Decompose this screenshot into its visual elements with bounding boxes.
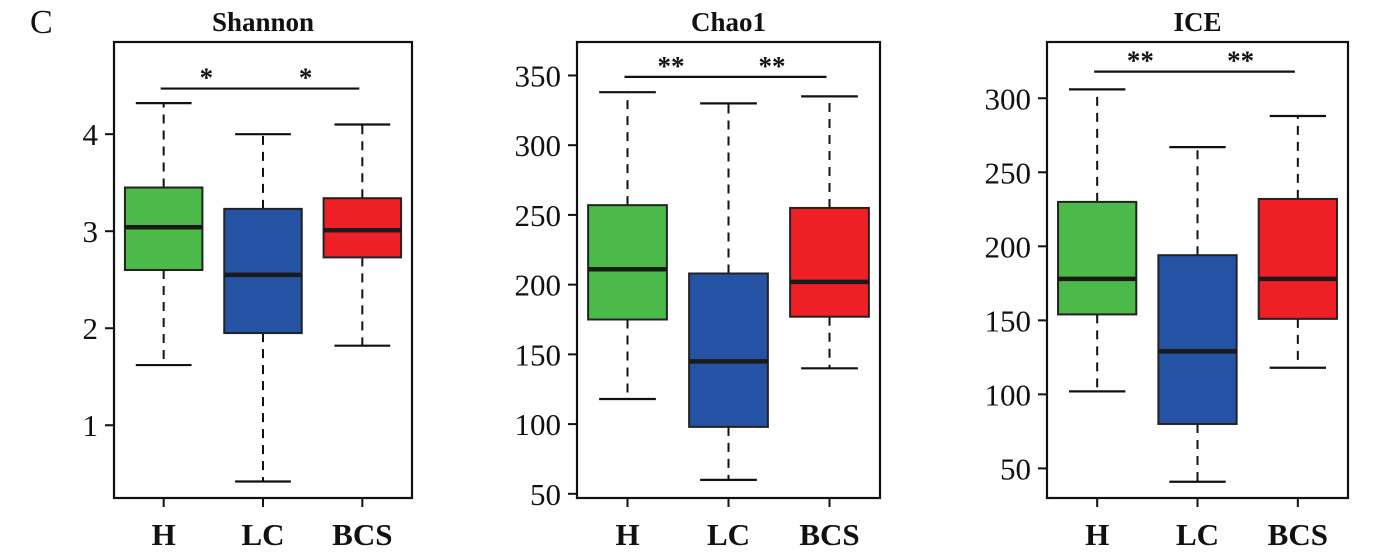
iqr-box <box>223 207 303 335</box>
y-tick-label: 3 <box>83 214 99 249</box>
box-lc <box>688 102 769 481</box>
y-tick-label: 300 <box>985 81 1032 116</box>
x-tick-label: H <box>615 517 639 552</box>
y-tick-label: 300 <box>515 128 562 163</box>
x-tick-label: LC <box>707 517 750 552</box>
panel-shannon: Shannon 1 2 3 4 H LC BCS * * <box>83 7 414 552</box>
panel-chao1: Chao1 50 100 150 200 250 300 350 H LC BCS ** ** <box>515 7 882 552</box>
x-tick-label: H <box>1085 517 1109 552</box>
iqr-box <box>789 206 870 318</box>
iqr-box <box>587 204 668 321</box>
y-tick-label: 50 <box>1000 451 1031 486</box>
plot-frame <box>112 40 414 500</box>
box-bcs <box>789 95 870 370</box>
x-tick-label: LC <box>241 517 284 552</box>
y-tick-label: 250 <box>985 155 1032 190</box>
significance-label: ** <box>1127 46 1154 76</box>
box-bcs <box>322 123 403 347</box>
x-tick-label: H <box>152 517 176 552</box>
y-tick-label: 2 <box>83 311 99 346</box>
significance-label: ** <box>759 51 786 81</box>
panel-title: Chao1 <box>691 7 766 37</box>
y-tick-label: 200 <box>985 229 1032 264</box>
x-tick-label: BCS <box>799 517 859 552</box>
y-tick-label: 1 <box>83 408 99 443</box>
x-tick-label: LC <box>1176 517 1219 552</box>
y-tick-label: 200 <box>515 268 562 303</box>
iqr-box <box>1257 197 1338 320</box>
box-lc <box>1157 146 1238 483</box>
plot-frame <box>575 40 882 500</box>
x-tick-label: BCS <box>332 517 392 552</box>
y-tick-label: 100 <box>985 377 1032 412</box>
significance-label: ** <box>658 51 685 81</box>
y-tick-label: 100 <box>515 407 562 442</box>
y-tick-label: 350 <box>515 58 562 93</box>
box-h <box>123 102 204 367</box>
iqr-box <box>322 197 403 259</box>
box-lc <box>223 133 303 483</box>
y-tick-label: 4 <box>83 117 99 152</box>
iqr-box <box>1057 200 1138 316</box>
significance-label: ** <box>1227 46 1254 76</box>
y-tick-label: 150 <box>985 303 1032 338</box>
panel-title: Shannon <box>212 7 314 37</box>
x-tick-label: BCS <box>1268 517 1328 552</box>
significance-label: * <box>200 63 214 93</box>
panel-ice: ICE 50 100 150 200 250 300 H LC BCS ** ** <box>985 7 1350 552</box>
iqr-box <box>688 272 769 428</box>
box-h <box>587 91 668 401</box>
significance-label: * <box>299 63 313 93</box>
iqr-box <box>1157 254 1238 425</box>
box-bcs <box>1257 114 1338 369</box>
panel-title: ICE <box>1173 7 1221 37</box>
box-h <box>1057 88 1138 393</box>
y-tick-label: 250 <box>515 198 562 233</box>
panel-letter: C <box>30 4 53 41</box>
y-tick-label: 50 <box>530 477 561 512</box>
plot-frame <box>1045 40 1350 500</box>
y-tick-label: 150 <box>515 337 562 372</box>
